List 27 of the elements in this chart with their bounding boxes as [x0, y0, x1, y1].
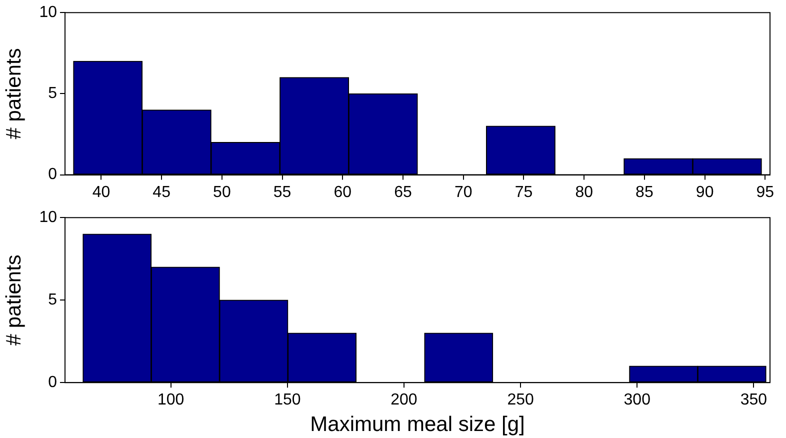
y-tick-label: 5 — [48, 292, 58, 309]
y-tick-label: 0 — [48, 166, 58, 184]
y-axis-title: # patients — [2, 48, 26, 140]
y-tick-label: 0 — [48, 374, 58, 392]
x-tick-label: 70 — [454, 184, 472, 201]
x-tick-label: 250 — [507, 392, 534, 409]
x-tick-label: 200 — [390, 392, 418, 409]
y-tick-label: 10 — [39, 209, 58, 226]
x-axis-title: Maximum meal size [g] — [310, 413, 525, 436]
x-tick-label: 350 — [740, 392, 768, 409]
x-tick-label: 65 — [394, 184, 412, 201]
x-tick-label: 100 — [157, 392, 184, 409]
x-tick-label: 60 — [334, 184, 352, 201]
x-tick-label: 90 — [696, 184, 714, 201]
x-tick-label: 300 — [624, 392, 651, 409]
y-axis-title: # patients — [2, 254, 26, 346]
y-tick-label: 5 — [48, 85, 58, 102]
x-tick-label: 150 — [274, 392, 301, 409]
x-tick-label: 95 — [756, 184, 774, 201]
x-tick-label: 80 — [575, 184, 594, 201]
x-tick-label: 50 — [213, 184, 231, 201]
x-tick-label: 40 — [92, 184, 110, 201]
x-tick-label: 75 — [514, 184, 533, 201]
y-tick-label: 10 — [39, 4, 58, 22]
x-tick-label: 85 — [636, 184, 654, 201]
x-tick-label: 55 — [273, 184, 292, 201]
x-tick-label: 45 — [152, 184, 171, 201]
